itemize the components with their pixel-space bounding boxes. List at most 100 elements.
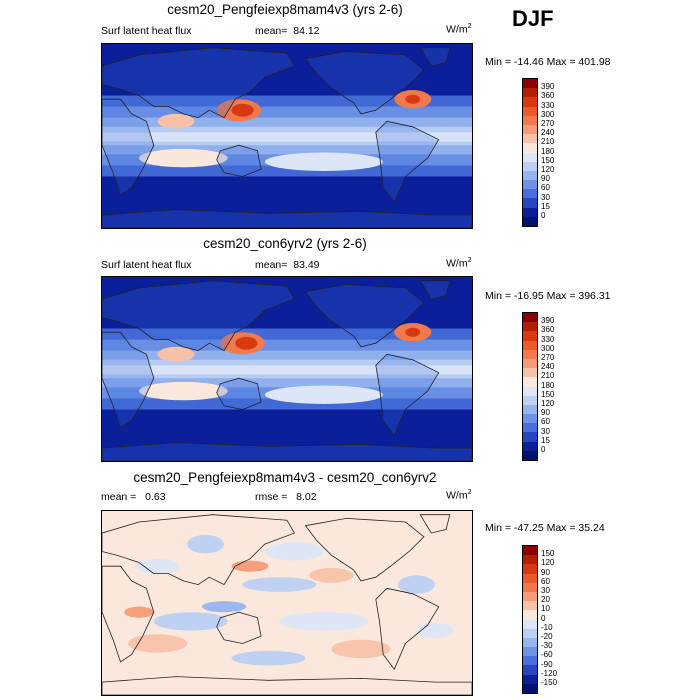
panel2-field xyxy=(102,277,472,461)
colorbar-swatch xyxy=(523,386,537,396)
field-layer xyxy=(102,44,472,228)
continent-outline xyxy=(216,144,262,177)
colorbar-swatch xyxy=(523,106,537,116)
field-anomaly xyxy=(135,558,180,574)
colorbar-swatch xyxy=(523,656,537,666)
colorbar-tick-label: -150 xyxy=(541,678,558,687)
colorbar-swatch xyxy=(523,546,537,556)
field-anomaly xyxy=(201,601,247,613)
colorbar-swatches xyxy=(522,312,538,462)
coastlines xyxy=(102,514,472,695)
colorbar-swatch xyxy=(523,619,537,629)
continent-outline xyxy=(102,331,155,429)
colorbar-tick-label: 20 xyxy=(541,595,550,605)
field-layer xyxy=(102,511,472,695)
continent-outline xyxy=(419,47,451,67)
colorbar-tick-label: 390 xyxy=(541,82,555,92)
continent-outline xyxy=(102,98,155,196)
continent-outline xyxy=(102,565,155,663)
colorbar-swatch xyxy=(523,115,537,125)
colorbar-tick-label: 0 xyxy=(541,211,546,220)
colorbar-tick-label: 0 xyxy=(541,613,546,623)
colorbar-tick-label: 240 xyxy=(541,362,555,372)
continent-outline xyxy=(102,442,472,461)
panel1-field xyxy=(102,44,472,228)
panel3-title: cesm20_Pengfeiexp8mam4v3 - cesm20_con6yr… xyxy=(133,470,437,485)
colorbar-swatch xyxy=(523,143,537,153)
field-hotspot xyxy=(157,113,195,129)
colorbar-swatch xyxy=(523,358,537,369)
field-blob xyxy=(139,381,228,401)
panel1-units: W/m2 xyxy=(446,23,472,36)
colorbar-swatch xyxy=(523,582,537,592)
continent-outline xyxy=(102,676,472,695)
colorbar-swatch xyxy=(523,423,537,433)
colorbar-tick-label: 30 xyxy=(541,586,550,595)
colorbar-tick-label: 10 xyxy=(541,604,550,614)
field-hotspot xyxy=(405,327,421,337)
field-hotspot xyxy=(231,103,254,117)
colorbar-swatch xyxy=(523,207,537,217)
colorbar-swatch xyxy=(523,628,537,638)
panel3-units: W/m2 xyxy=(446,489,472,502)
colorbar-swatch xyxy=(523,198,537,208)
continent-outline xyxy=(102,280,295,352)
colorbar-tick-label: -30 xyxy=(541,641,553,651)
field-blob xyxy=(264,385,384,404)
field-hotspot xyxy=(157,346,195,362)
panel2-mean-value: 83.49 xyxy=(293,259,320,271)
colorbar-swatch xyxy=(523,340,537,350)
colorbar-tick-label: -20 xyxy=(541,632,553,641)
colorbar-tick-label: 120 xyxy=(541,558,555,568)
colorbar-tick-label: 210 xyxy=(541,137,555,147)
colorbar-swatch xyxy=(523,665,537,675)
colorbar-tick-label: 390 xyxy=(541,316,555,326)
panel2-mean-label: mean= 83.49 xyxy=(255,259,320,271)
colorbar-tick-label: 360 xyxy=(541,91,555,101)
continent-outline xyxy=(304,283,425,348)
panel2-title: cesm20_con6yrv2 (yrs 2-6) xyxy=(203,236,367,251)
colorbar-tick-label: 180 xyxy=(541,380,555,390)
panel1-mean-value: 84.12 xyxy=(293,25,320,37)
colorbar-swatch xyxy=(523,555,537,565)
field-band xyxy=(102,132,472,142)
field-anomaly xyxy=(153,612,228,631)
field-anomaly xyxy=(231,560,269,572)
continent-outline xyxy=(216,611,262,644)
colorbar-tick-label: 270 xyxy=(541,119,555,128)
colorbar-tick-label: -90 xyxy=(541,659,553,669)
colorbar-swatch xyxy=(523,591,537,602)
colorbar-swatch xyxy=(523,152,537,162)
field-anomaly xyxy=(187,534,225,554)
field-hotspot xyxy=(235,336,258,350)
colorbar-swatch xyxy=(523,170,537,181)
continent-outline xyxy=(216,377,262,410)
colorbar-tick-label: 300 xyxy=(541,343,555,353)
panel3-mean-label: mean = 0.63 xyxy=(101,491,166,503)
colorbar-tick-label: 30 xyxy=(541,192,550,202)
colorbar-swatch xyxy=(523,674,537,684)
colorbar-tick-label: 300 xyxy=(541,109,555,119)
colorbar-tick-label: 270 xyxy=(541,353,555,362)
continent-outline xyxy=(304,517,425,582)
colorbar-tick-label: 60 xyxy=(541,417,550,427)
colorbar-swatches xyxy=(522,78,538,228)
colorbar-swatch xyxy=(523,441,537,451)
colorbar-swatch xyxy=(523,349,537,359)
colorbar-swatch xyxy=(523,610,537,620)
panel3-minmax: Min = -47.25 Max = 35.24 xyxy=(485,522,605,534)
colorbar-swatch xyxy=(523,414,537,424)
colorbar-swatch xyxy=(523,637,537,648)
continent-outline xyxy=(419,514,451,534)
colorbar-swatch xyxy=(523,377,537,387)
panel2-variable-label: Surf latent heat flux xyxy=(101,259,192,271)
colorbar-swatch xyxy=(523,313,537,323)
panel1-minmax: Min = -14.46 Max = 401.98 xyxy=(485,56,611,68)
colorbar-tick-label: -60 xyxy=(541,650,553,660)
colorbar-swatch xyxy=(523,88,537,98)
coastlines xyxy=(102,280,472,461)
panel2-minmax: Min = -16.95 Max = 396.31 xyxy=(485,290,611,302)
colorbar-tick-label: 330 xyxy=(541,334,555,344)
panel2-map xyxy=(101,276,473,462)
field-anomaly xyxy=(242,577,317,592)
